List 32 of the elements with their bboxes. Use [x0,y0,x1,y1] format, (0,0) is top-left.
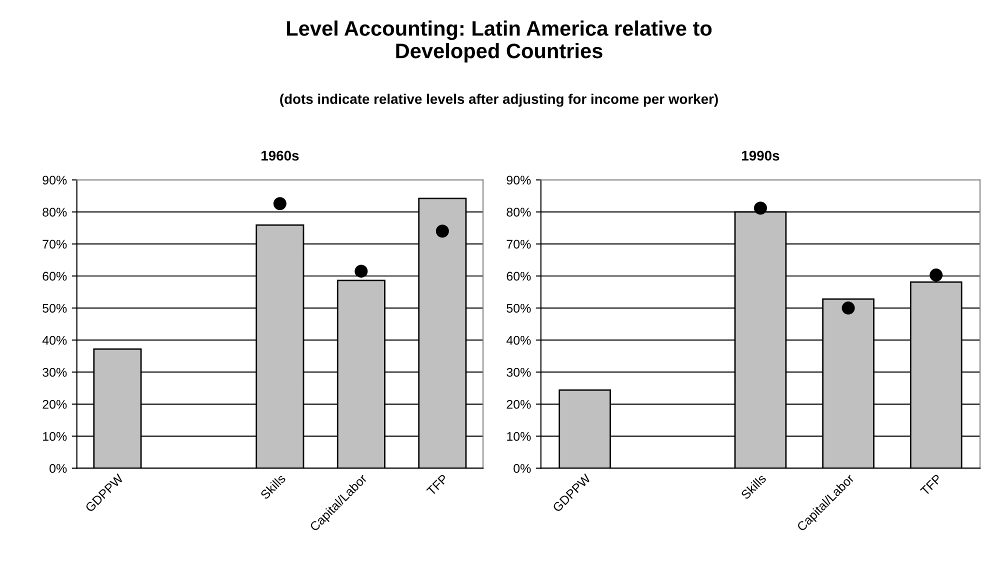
y-tick-label: 30% [42,368,67,377]
y-tick-label: 0% [514,464,531,473]
y-tick-label: 50% [42,304,67,313]
y-tick-label: 90% [506,176,531,185]
y-tick-label: 80% [506,208,531,217]
y-tick-label: 30% [506,368,531,377]
point [842,302,855,315]
y-tick-label: 0% [50,464,67,473]
y-tick-label: 20% [506,400,531,409]
point [754,202,767,215]
y-tick-label: 80% [42,208,67,217]
y-tick-label: 10% [507,432,531,441]
text: (dots indicate relative levels after adjusting for income per worker) [280,94,718,107]
y-tick-label: 50% [506,304,531,313]
point [354,264,368,278]
y-tick-label: 60% [506,272,531,281]
y-tick-label: 40% [42,336,67,345]
x-tick-label: TFP [920,474,942,496]
text: Level Accounting: Latin America relative to Developed Countries [287,20,712,62]
chart-title: 1990s [742,150,780,161]
y-tick-label: 20% [42,400,67,409]
y-tick-label: 70% [506,240,531,249]
y-tick-label: 60% [42,272,67,281]
chart-title: 1960s [262,150,299,161]
point [436,224,449,238]
point [273,197,286,210]
x-tick-label: TFP [426,474,448,496]
y-tick-label: 40% [506,336,531,345]
point [930,268,943,282]
y-tick-label: 70% [42,240,67,249]
y-tick-label: 90% [42,176,67,185]
y-tick-label: 10% [43,432,67,441]
